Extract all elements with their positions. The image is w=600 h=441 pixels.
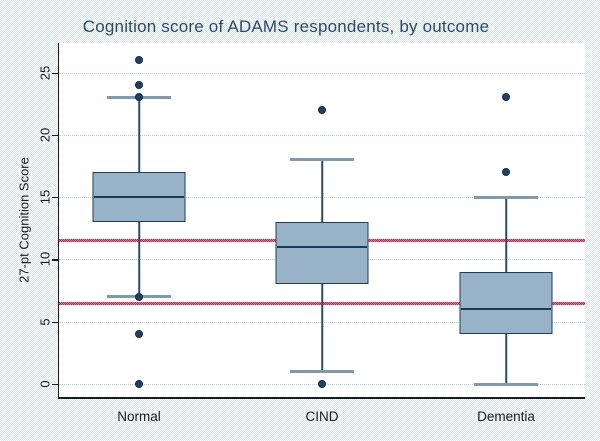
median-line — [94, 196, 184, 199]
upper-whisker — [321, 159, 323, 223]
outlier-dot — [318, 380, 326, 388]
outlier-dot — [135, 330, 143, 339]
y-tick-label: 15 — [37, 189, 53, 205]
x-tick-label-normal: Normal — [117, 409, 161, 424]
iqr-box-cind — [275, 222, 369, 285]
y-gridline — [59, 134, 585, 136]
outlier-dot — [135, 93, 143, 102]
lower-whisker — [505, 334, 507, 384]
x-axis-line — [57, 397, 585, 399]
outlier-dot — [318, 105, 326, 114]
y-tick-mark — [52, 72, 58, 74]
x-tick-label-dementia: Dementia — [477, 409, 535, 424]
upper-whisker-cap — [474, 195, 538, 199]
y-tick-mark — [52, 321, 58, 323]
y-tick-mark — [52, 259, 58, 261]
plot-area — [59, 43, 585, 398]
y-tick-label: 20 — [37, 127, 53, 143]
y-gridline — [59, 72, 585, 74]
lower-whisker — [321, 284, 323, 372]
lower-whisker-cap — [290, 370, 354, 374]
outlier-dot — [135, 380, 143, 388]
iqr-box-dementia — [459, 271, 553, 335]
chart-title: Cognition score of ADAMS respondents, by… — [82, 17, 490, 36]
median-line — [461, 308, 551, 311]
y-tick-label: 10 — [37, 252, 53, 267]
outlier-dot — [502, 93, 510, 102]
y-axis-label: 27-pt Cognition Score — [16, 157, 32, 283]
y-axis-line — [57, 43, 59, 398]
y-tick-mark — [52, 384, 58, 386]
outlier-dot — [135, 56, 143, 65]
lower-whisker — [138, 222, 140, 297]
outlier-dot — [502, 168, 510, 177]
y-tick-mark — [52, 134, 58, 137]
y-tick-label: 25 — [37, 65, 53, 80]
outlier-dot — [135, 292, 143, 301]
upper-whisker — [505, 197, 507, 272]
lower-whisker-cap — [474, 382, 538, 386]
y-tick-label: 0 — [37, 380, 53, 388]
x-tick-label-cind: CIND — [305, 409, 339, 424]
upper-whisker-cap — [290, 158, 354, 162]
outlier-dot — [135, 80, 143, 89]
y-tick-mark — [52, 197, 58, 199]
median-line — [277, 245, 367, 248]
y-tick-label: 5 — [37, 318, 53, 326]
upper-whisker — [138, 97, 140, 173]
